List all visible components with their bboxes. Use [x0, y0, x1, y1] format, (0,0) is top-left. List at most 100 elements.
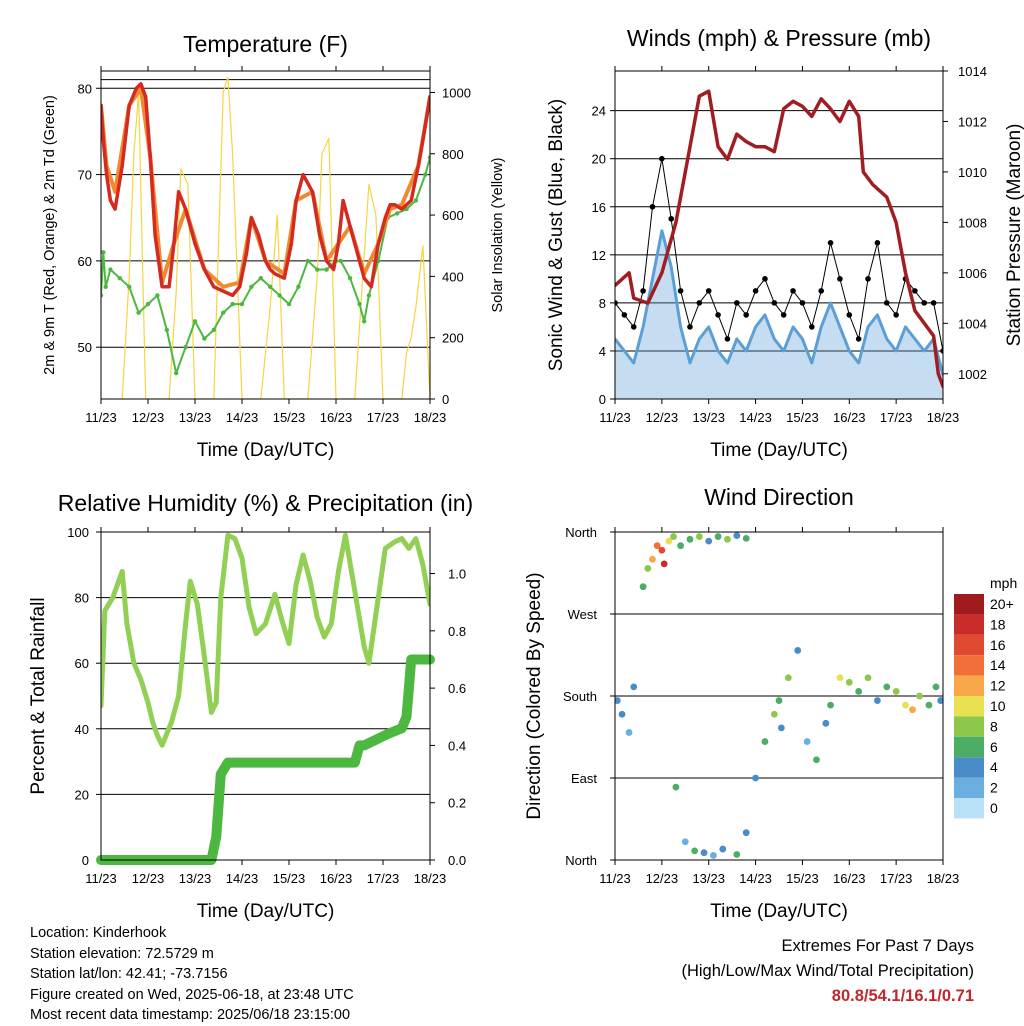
y-tick-label: 100	[67, 525, 89, 540]
x-tick-label: 14/23	[226, 871, 259, 886]
y-right-tick-label: 200	[442, 331, 464, 346]
x-tick-label: 16/23	[833, 410, 866, 425]
direction-point	[761, 738, 769, 745]
dewpoint-point	[117, 275, 123, 281]
dewpoint-point	[423, 172, 428, 177]
gust-point	[715, 312, 721, 318]
plot-frame	[614, 70, 944, 400]
plot-frame	[100, 70, 431, 400]
series-group	[101, 76, 430, 399]
direction-point	[902, 701, 909, 709]
gust-point	[734, 300, 740, 306]
dewpoint-point	[413, 198, 419, 203]
legend-swatch	[954, 736, 984, 758]
dewpoint-point	[366, 293, 372, 298]
gust-point	[621, 312, 628, 318]
series-wind	[615, 229, 943, 377]
gust-point	[668, 215, 675, 222]
x-tick-label: 17/23	[367, 871, 400, 886]
direction-point	[672, 783, 680, 791]
y-tick-label: 0	[599, 392, 606, 407]
direction-point	[714, 533, 722, 540]
gust-point	[846, 312, 853, 318]
gust-point	[780, 312, 787, 318]
y-tick-label: 12	[592, 248, 606, 263]
gust-point	[724, 336, 731, 342]
gust-point	[921, 300, 928, 306]
gust-point	[883, 300, 890, 306]
legend-label: 0	[990, 800, 998, 816]
latlon-text: Station lat/lon: 42.41; -73.7156	[30, 966, 228, 982]
direction-point	[784, 674, 792, 682]
direction-point	[864, 674, 872, 682]
y-right-axis-label: Station Pressure (Maroon)	[1004, 124, 1024, 347]
direction-point	[822, 719, 830, 727]
chart-panel-4: Wind Direction Time (Day/UTC) 11/23 12/23 13…	[524, 484, 1017, 922]
x-tick-label: 15/23	[273, 410, 306, 425]
dewpoint-point	[108, 267, 113, 272]
y-tick-label: North	[565, 525, 597, 540]
dewpoint-point	[249, 284, 254, 289]
series-group	[615, 89, 943, 399]
series-pressure	[615, 89, 943, 389]
gust-point	[752, 288, 759, 294]
dewpoint-point	[277, 293, 282, 298]
station-info: Location: Kinderhook Station elevation: …	[30, 923, 354, 1026]
y-right-tick-label: 0.4	[448, 738, 466, 753]
y-tick-label: 24	[592, 104, 606, 119]
x-tick-label: 17/23	[880, 410, 913, 425]
x-tick-label: 11/23	[599, 410, 631, 425]
legend-label: 2	[990, 780, 998, 796]
gust-point	[705, 288, 712, 294]
direction-point	[794, 647, 802, 654]
y-tick-label: 70	[78, 168, 92, 183]
y-tick-label: West	[568, 607, 598, 622]
x-tick-label: 16/23	[833, 871, 866, 886]
direction-point	[742, 534, 750, 542]
x-tick-label: 13/23	[179, 871, 212, 886]
direction-point	[845, 678, 853, 686]
direction-point	[710, 852, 717, 859]
gust-point	[687, 324, 693, 330]
legend-swatch	[954, 716, 984, 737]
chart-title: Winds (mph) & Pressure (mb)	[627, 25, 931, 51]
gust-point	[659, 155, 665, 162]
dewpoint-point	[305, 258, 310, 264]
gust-point	[771, 300, 778, 306]
x-tick-label: 16/23	[320, 871, 353, 886]
y-tick-label: 20	[75, 787, 89, 802]
x-tick-label: 13/23	[179, 410, 212, 425]
legend-swatch	[954, 594, 984, 615]
plot-frame	[100, 531, 431, 861]
y-right-tick-label: 1000	[442, 85, 471, 100]
dewpoint-point	[136, 310, 141, 315]
series-humidity	[101, 532, 430, 748]
y-right-tick-label: 0.8	[448, 624, 466, 639]
direction-point	[874, 697, 881, 704]
legend-swatch	[954, 798, 984, 819]
y-tick-label: East	[571, 771, 597, 786]
y-tick-label: North	[565, 853, 597, 868]
x-tick-label: 11/23	[599, 871, 631, 886]
x-tick-label: 18/23	[927, 410, 960, 425]
direction-point	[724, 535, 731, 543]
chart-panel-1: Temperature (F) Time (Day/UTC) 11/23 12/23 1…	[42, 31, 506, 461]
dewpoint-point	[183, 345, 188, 350]
direction-point	[733, 532, 741, 540]
y-right-tick-label: 600	[442, 208, 464, 223]
dewpoint-point	[164, 327, 169, 333]
gust-point	[615, 300, 618, 306]
x-tick-label: 17/23	[367, 410, 400, 425]
y-axis-label: Percent & Total Rainfall	[28, 597, 49, 794]
direction-point	[925, 701, 933, 709]
direction-point	[777, 724, 785, 732]
dewpoint-point	[174, 370, 179, 376]
direction-point	[742, 829, 750, 837]
series-precip	[96, 654, 435, 865]
y-tick-label: 4	[599, 344, 606, 359]
direction-point	[681, 838, 689, 846]
legend-swatch	[954, 675, 984, 696]
y-right-tick-label: 1014	[958, 64, 987, 79]
gust-point	[743, 312, 749, 318]
direction-point	[827, 701, 834, 709]
